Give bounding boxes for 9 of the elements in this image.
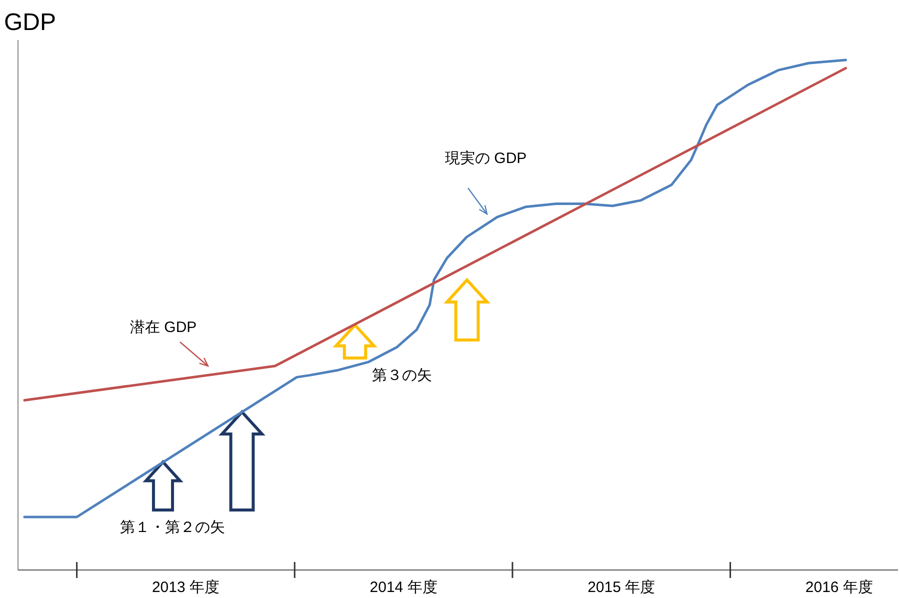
annotation: 第１・第２の矢 <box>120 519 225 536</box>
x-tick-label: 2013 年度 <box>152 579 220 596</box>
x-tick-label: 2015 年度 <box>588 579 656 596</box>
annotation: 現実の GDP <box>445 150 527 167</box>
annotation: 潜在 GDP <box>130 319 197 336</box>
x-tick-label: 2016 年度 <box>805 579 873 596</box>
y-axis-title: GDP <box>4 9 56 36</box>
x-tick-label: 2014 年度 <box>370 579 438 596</box>
annotation: 第３の矢 <box>372 367 432 384</box>
